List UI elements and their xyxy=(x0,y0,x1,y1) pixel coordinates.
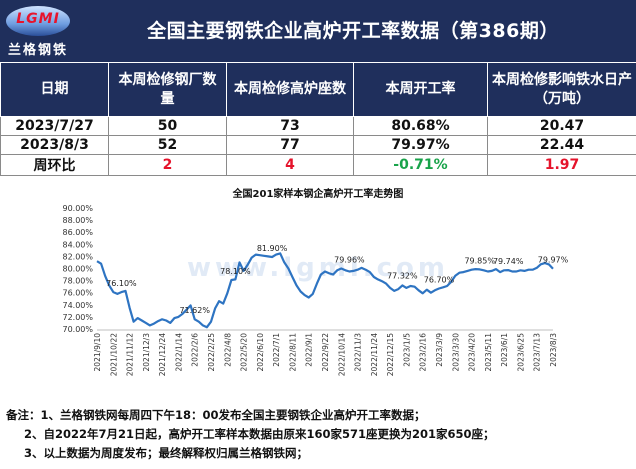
column-header-furnaces: 本周检修高炉座数 xyxy=(226,62,354,117)
series-line xyxy=(96,252,554,329)
x-tick-label: 2022/4/8 xyxy=(223,333,232,367)
note-line: 备注：1、兰格钢铁网每周四下午18：00发布全国主要钢铁企业高炉开工率数据； xyxy=(6,406,630,425)
data-label: 71.62% xyxy=(179,306,210,315)
data-label: 79.74% xyxy=(493,257,524,266)
lgmi-logo: LGMI 兰格钢铁 xyxy=(6,6,70,58)
logo-chinese-name: 兰格钢铁 xyxy=(7,43,68,58)
data-label: 78.10% xyxy=(220,267,251,276)
x-tick-label: 2023/5/11 xyxy=(484,333,493,372)
y-tick-label: 74.00% xyxy=(62,301,93,310)
furnace-rate-table: 日期 本周检修钢厂数量 本周检修高炉座数 本周开工率 本周检修影响铁水日产（万吨… xyxy=(0,62,636,176)
x-tick-label: 2023/3/9 xyxy=(435,333,444,367)
x-tick-label: 2022/2/6 xyxy=(191,333,200,367)
x-tick-label: 2021/11/12 xyxy=(126,333,135,376)
table-row: 2023/8/3 52 77 79.97% 22.44 xyxy=(0,135,636,155)
table-header-row: 日期 本周检修钢厂数量 本周检修高炉座数 本周开工率 本周检修影响铁水日产（万吨… xyxy=(0,62,636,117)
note-text: 1、兰格钢铁网每周四下午18：00发布全国主要钢铁企业高炉开工率数据； xyxy=(40,408,426,422)
x-tick-label: 2022/7/1 xyxy=(272,333,281,367)
x-tick-label: 2023/4/20 xyxy=(468,333,477,372)
y-tick-label: 76.00% xyxy=(62,289,93,298)
logo-globe-icon xyxy=(6,6,70,36)
row-furnaces: 77 xyxy=(226,135,354,155)
x-tick-label: 2023/8/3 xyxy=(549,333,558,367)
x-tick-label: 2022/6/10 xyxy=(256,333,265,372)
x-tick-label: 2022/2/25 xyxy=(207,333,216,372)
y-tick-label: 86.00% xyxy=(62,228,93,237)
chart-watermark: www.lgmi.com xyxy=(187,253,449,283)
x-tick-label: 2021/12/3 xyxy=(142,333,151,372)
data-label: 79.85% xyxy=(464,256,495,265)
note-text: 3、以上数据为周度发布；最终解释权归属兰格钢铁网； xyxy=(24,446,308,460)
column-header-date: 日期 xyxy=(0,62,109,117)
row-impact: 20.47 xyxy=(487,116,636,136)
data-label: 79.96% xyxy=(334,256,365,265)
x-tick-label: 2022/1/14 xyxy=(174,333,183,372)
x-tick-label: 2023/1/5 xyxy=(402,333,411,367)
column-header-impact: 本周检修影响铁水日产（万吨） xyxy=(487,62,636,117)
row-date: 2023/8/3 xyxy=(0,135,109,155)
column-header-rate: 本周开工率 xyxy=(353,62,488,117)
y-tick-label: 88.00% xyxy=(62,216,93,225)
data-label: 79.97% xyxy=(538,256,569,265)
page-title: 全国主要钢铁企业高炉开工率数据（第386期） xyxy=(147,20,559,42)
x-tick-label: 2022/9/1 xyxy=(305,333,314,367)
x-tick-label: 2022/5/20 xyxy=(240,333,249,372)
week-change-row: 周环比 2 4 -0.71% 1.97 xyxy=(0,154,636,176)
data-label: 81.90% xyxy=(257,244,288,253)
change-rate: -0.71% xyxy=(353,154,488,176)
x-tick-label: 2022/11/24 xyxy=(370,333,379,376)
header-banner: LGMI 兰格钢铁 全国主要钢铁企业高炉开工率数据（第386期） xyxy=(0,0,636,62)
data-label: 77.32% xyxy=(387,272,418,281)
x-tick-label: 2021/9/10 xyxy=(93,333,102,372)
y-tick-label: 72.00% xyxy=(62,313,93,322)
x-tick-label: 2022/12/15 xyxy=(386,333,395,376)
x-tick-label: 2022/10/14 xyxy=(337,333,346,376)
x-tick-label: 2023/3/30 xyxy=(451,333,460,372)
column-header-mills: 本周检修钢厂数量 xyxy=(108,62,227,117)
data-label: 76.10% xyxy=(106,279,137,288)
trend-chart-svg: 全国201家样本钢企高炉开工率走势图 www.lgmi.com 70.00% 72.0… xyxy=(62,187,569,376)
x-tick-label: 2022/9/22 xyxy=(321,333,330,372)
row-date: 2023/7/27 xyxy=(0,116,109,136)
table-row: 2023/7/27 50 73 80.68% 20.47 xyxy=(0,116,636,136)
chart-title: 全国201家样本钢企高炉开工率走势图 xyxy=(232,187,404,200)
row-rate: 79.97% xyxy=(353,135,488,155)
y-tick-label: 78.00% xyxy=(62,277,93,286)
logo-text: LGMI xyxy=(16,11,60,27)
note-line: 3、以上数据为周度发布；最终解释权归属兰格钢铁网； xyxy=(6,444,630,463)
note-line: 2、自2022年7月21日起，高炉开工率样本数据由原来160家571座更换为20… xyxy=(6,425,630,444)
change-impact: 1.97 xyxy=(487,154,636,176)
x-tick-label: 2022/11/3 xyxy=(354,333,363,372)
y-tick-label: 70.00% xyxy=(62,325,93,334)
trend-chart: 全国201家样本钢企高炉开工率走势图 www.lgmi.com 70.00% 72.0… xyxy=(0,184,636,398)
x-tick-label: 2023/7/13 xyxy=(533,333,542,372)
row-impact: 22.44 xyxy=(487,135,636,155)
row-mills: 50 xyxy=(108,116,227,136)
change-mills: 2 xyxy=(108,154,227,176)
x-tick-label: 2023/2/16 xyxy=(419,333,428,372)
data-label: 76.70% xyxy=(424,275,455,284)
notes-prefix: 备注： xyxy=(6,408,41,422)
notes-section: 备注：1、兰格钢铁网每周四下午18：00发布全国主要钢铁企业高炉开工率数据； 2… xyxy=(0,398,636,469)
y-tick-label: 90.00% xyxy=(62,204,93,213)
change-furnaces: 4 xyxy=(226,154,354,176)
x-tick-label: 2021/10/22 xyxy=(109,333,118,376)
x-tick-label: 2023/6/25 xyxy=(516,333,525,372)
row-mills: 52 xyxy=(108,135,227,155)
change-label: 周环比 xyxy=(0,154,109,176)
note-text: 2、自2022年7月21日起，高炉开工率样本数据由原来160家571座更换为20… xyxy=(24,427,495,441)
y-tick-label: 80.00% xyxy=(62,265,93,274)
x-tick-label: 2023/6/1 xyxy=(500,333,509,367)
x-tick-label: 2022/8/11 xyxy=(288,333,297,372)
y-tick-label: 84.00% xyxy=(62,240,93,249)
y-tick-label: 82.00% xyxy=(62,252,93,261)
row-rate: 80.68% xyxy=(353,116,488,136)
x-tick-label: 2021/12/24 xyxy=(158,333,167,376)
row-furnaces: 73 xyxy=(226,116,354,136)
